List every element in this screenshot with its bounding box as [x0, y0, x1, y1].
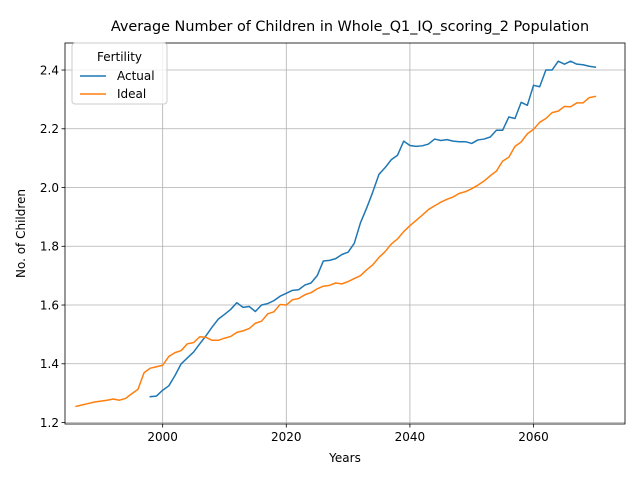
axis-ticks: 2000 2020 2040 2060 1.2 1.4 1.6 1.8 2.0 2.2 2.4 [40, 63, 549, 444]
y-tick-label: 2.4 [40, 63, 59, 77]
legend-box [71, 42, 168, 105]
x-axis-label: Years [328, 451, 361, 465]
y-tick-label: 1.2 [40, 416, 59, 430]
y-tick-label: 1.8 [40, 240, 59, 254]
y-tick-label: 2.2 [40, 122, 59, 136]
x-tick-label: 2040 [395, 430, 426, 444]
grid [65, 43, 625, 424]
legend: Fertility Actual Ideal [71, 42, 168, 105]
series-lines [75, 60, 597, 408]
y-tick-label: 1.6 [40, 298, 59, 312]
legend-label-actual: Actual [117, 69, 155, 83]
series-line-ideal [75, 95, 597, 408]
legend-label-ideal: Ideal [117, 87, 146, 101]
plot-area-frame [64, 42, 626, 425]
series-line-actual [149, 60, 597, 398]
y-axis-label: No. of Children [14, 189, 28, 278]
legend-title: Fertility [97, 50, 142, 64]
chart-title: Average Number of Children in Whole_Q1_I… [111, 19, 589, 35]
y-tick-label: 2.0 [40, 181, 59, 195]
x-tick-label: 2020 [271, 430, 302, 444]
x-tick-label: 2000 [147, 430, 178, 444]
y-tick-label: 1.4 [40, 357, 59, 371]
x-tick-label: 2060 [518, 430, 549, 444]
